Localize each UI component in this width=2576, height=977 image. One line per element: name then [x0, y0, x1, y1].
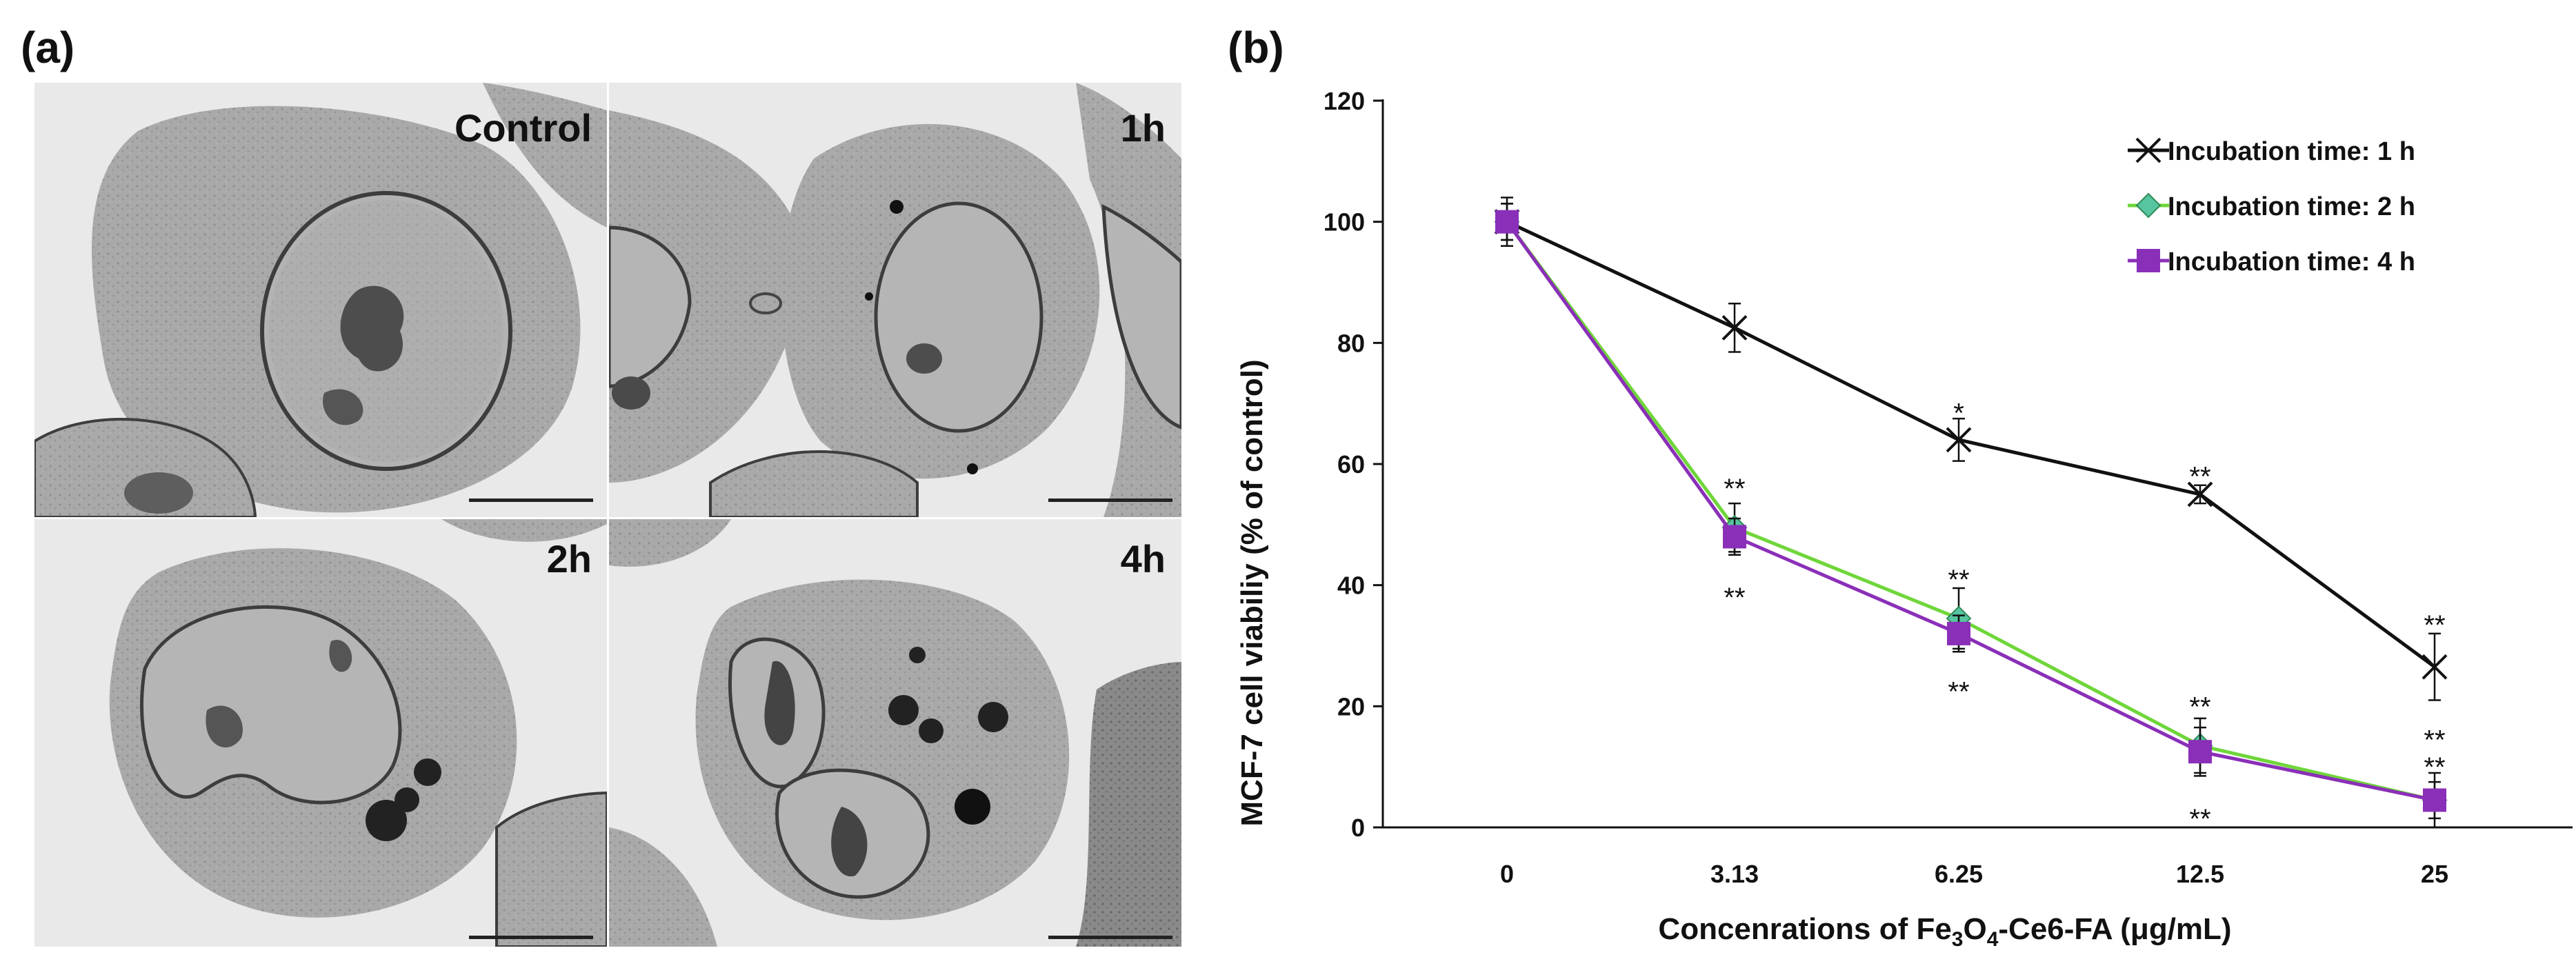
legend-entry-2: Incubation time: 2 h [2128, 192, 2415, 221]
y-tick-label: 0 [1351, 814, 1365, 842]
data-point [2188, 740, 2212, 764]
significance-mark: ** [2424, 752, 2445, 783]
significance-mark: ** [1948, 676, 1969, 707]
marker-stroke [2187, 481, 2213, 507]
series-line [1505, 221, 2435, 802]
significance-mark: ** [2189, 462, 2210, 492]
tem-image-4h [609, 519, 1181, 947]
data-point [1723, 525, 1746, 549]
marker-stroke [1721, 314, 1748, 341]
series-line [1505, 221, 2435, 802]
y-tick-label: 80 [1337, 329, 1365, 357]
y-tick-label: 40 [1337, 572, 1365, 600]
data-point [2187, 481, 2213, 507]
data-point [2423, 788, 2446, 812]
series-3 [1495, 203, 2446, 820]
y-tick-label: 100 [1324, 208, 1365, 236]
legend-entry-1: Incubation time: 1 h [2128, 137, 2415, 166]
data-point [1946, 427, 1972, 453]
legend-label: Incubation time: 1 h [2168, 137, 2415, 166]
panel-a-label: (a) [21, 23, 75, 72]
legend-label: Incubation time: 2 h [2168, 192, 2415, 221]
significance-mark: ** [1724, 583, 1745, 613]
x-axis-title-prefix: Concenrations of Fe [1658, 912, 1951, 946]
significance-mark: ** [2189, 804, 2210, 834]
x-tick-label: 0 [1500, 860, 1514, 888]
panel-b-label: (b) [1228, 23, 1284, 72]
series-1 [1494, 197, 2448, 701]
x-axis-title-sub1: 3 [1952, 928, 1964, 951]
series-2 [1494, 203, 2448, 829]
x-axis-title-mid: O [1963, 912, 1986, 946]
data-point [1495, 210, 1519, 234]
x-tick-label: 6.25 [1935, 860, 1983, 888]
significance-mark: ** [2424, 725, 2445, 756]
x-tick-label: 12.5 [2176, 860, 2224, 888]
marker-stroke [2135, 137, 2161, 163]
marker-stroke [2422, 654, 2448, 680]
significance-mark: ** [2189, 692, 2210, 722]
y-tick-label: 120 [1324, 87, 1365, 115]
data-point [2137, 249, 2160, 272]
y-tick-label: 60 [1337, 450, 1365, 479]
significance-mark: ** [1948, 565, 1969, 595]
tem-image-2h [34, 519, 607, 947]
y-axis-title: MCF-7 cell viabiliy (% of control) [1235, 359, 1269, 826]
x-tick-label: 25 [2421, 860, 2448, 888]
tem-image-1h [609, 83, 1181, 517]
series-line [1506, 220, 2436, 669]
y-tick-label: 20 [1337, 692, 1365, 721]
tem-image-control [34, 83, 607, 517]
tem-caption-1h: 1h [1121, 106, 1166, 150]
data-point [2422, 654, 2448, 680]
tem-caption-4h: 4h [1121, 537, 1166, 581]
marker-stroke [1946, 427, 1972, 453]
data-point [1947, 621, 1970, 645]
significance-mark: ** [2424, 610, 2445, 641]
x-axis-title-suffix: -Ce6-FA (μg/mL) [1998, 912, 2231, 946]
chart-axes: 0 20 40 60 80 100 120 0 3.13 6.25 12.5 25 [1324, 87, 2573, 888]
tem-caption-control: Control [455, 106, 592, 150]
data-point [2135, 137, 2161, 163]
x-axis-title-sub2: 4 [1987, 928, 1999, 951]
significance-mark: * [1953, 398, 1964, 428]
legend-entry-3: Incubation time: 4 h [2128, 248, 2415, 276]
chart-legend: Incubation time: 1 h Incubation time: 2 h… [2128, 137, 2415, 276]
x-tick-label: 3.13 [1710, 860, 1759, 888]
chart-series [1494, 197, 2448, 829]
data-point [1721, 314, 1748, 341]
chart-annotations: ************* ******** [1724, 398, 2445, 834]
x-axis-title: Concenrations of Fe3O4-Ce6-FA (μg/mL) [1658, 912, 2231, 951]
significance-mark: ** [1724, 474, 1745, 504]
tem-caption-2h: 2h [547, 537, 592, 581]
legend-label: Incubation time: 4 h [2168, 248, 2415, 276]
data-point [2135, 192, 2161, 219]
